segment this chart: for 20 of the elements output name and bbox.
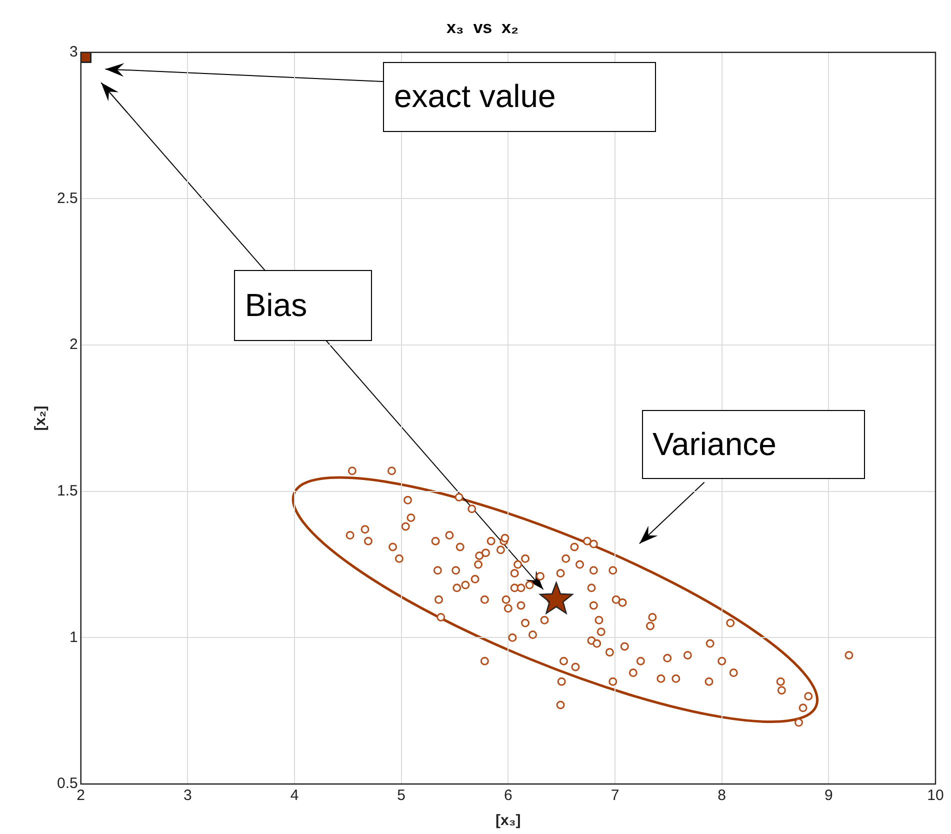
label-box: exact value — [382, 62, 656, 132]
y-tick-label: 1 — [70, 628, 78, 646]
x-tick-label: 4 — [290, 787, 299, 804]
chart-title: x₃ vs x₂ — [446, 18, 519, 37]
y-tick-label: 0.5 — [56, 775, 78, 792]
y-axis-title: [x₂] — [32, 406, 50, 431]
label-box: Variance — [642, 410, 864, 480]
x-tick-label: 10 — [927, 787, 944, 804]
x-tick-label: 5 — [397, 787, 406, 804]
x-tick-label: 7 — [610, 787, 620, 804]
x-tick-label: 3 — [184, 787, 192, 804]
x-tick-label: 9 — [824, 787, 833, 804]
label-box: Bias — [234, 270, 372, 341]
x-tick-label: 6 — [504, 787, 512, 804]
y-tick-label: 1.5 — [56, 482, 78, 500]
x-axis-title: [x₃] — [496, 812, 521, 830]
x-tick-label: 8 — [718, 787, 726, 804]
y-tick-label: 3 — [70, 44, 78, 61]
y-tick-label: 2.5 — [56, 190, 78, 207]
y-tick-label: 2 — [70, 336, 78, 354]
